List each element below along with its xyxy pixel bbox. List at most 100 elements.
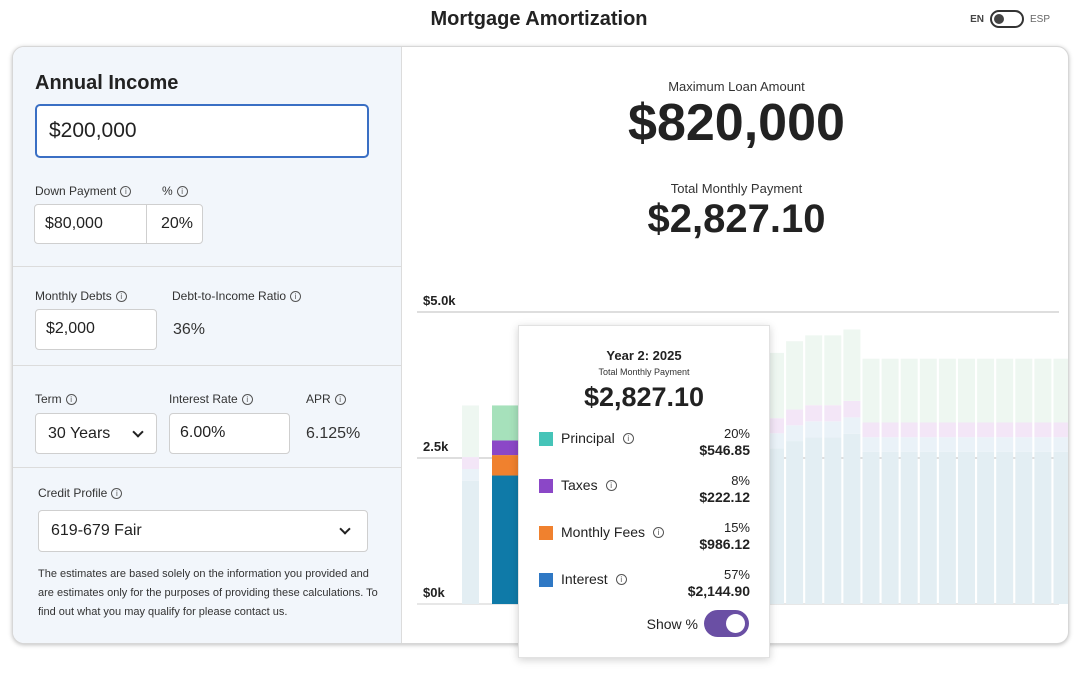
apr-label: APR i [306, 392, 346, 406]
info-icon[interactable]: i [115, 290, 127, 302]
faded-bar-segment [1034, 358, 1052, 423]
faded-bar-segment [958, 422, 975, 438]
taxes-pct: 8% [731, 473, 750, 488]
faded-bar-segment [881, 358, 899, 423]
language-switch-knob [993, 14, 1004, 24]
faded-bar-segment [919, 358, 937, 423]
credit-profile-select[interactable]: 619-679 Fair [38, 510, 368, 552]
divider [13, 266, 402, 267]
annual-income-title: Annual Income [35, 72, 179, 94]
monthly-debts-label-text: Monthly Debts [35, 289, 112, 303]
language-toggle[interactable]: EN ESP [970, 10, 1050, 28]
faded-bar-segment [900, 451, 918, 604]
credit-profile-label: Credit Profile i [38, 486, 123, 500]
info-icon[interactable]: i [605, 479, 617, 491]
term-label-text: Term [35, 392, 62, 406]
tooltip-row-taxes: Taxes i 8% $222.12 [539, 473, 750, 513]
faded-bar-segment [919, 437, 937, 452]
faded-bar-segment [938, 451, 956, 604]
interest-pct: 57% [723, 567, 750, 582]
down-payment-pct-label: % i [162, 184, 188, 198]
faded-bar-segment [996, 437, 1014, 452]
faded-bar-segment [900, 437, 918, 452]
interest-name: Interest [561, 571, 608, 587]
info-icon[interactable]: i [120, 185, 132, 197]
interest-rate-input[interactable]: 6.00% [169, 413, 290, 454]
faded-bar-segment [805, 421, 823, 438]
faded-bar-segment [462, 457, 479, 469]
faded-bar-segment [900, 422, 918, 438]
faded-bar-segment [767, 352, 784, 419]
monthly-fees-pct: 15% [723, 520, 750, 535]
tooltip-subtitle: Total Monthly Payment [598, 367, 690, 377]
info-icon[interactable]: i [111, 487, 123, 499]
show-percent-control[interactable]: Show % [647, 610, 749, 637]
faded-bar-segment [824, 405, 842, 422]
faded-bar-segment [786, 425, 804, 442]
info-icon[interactable]: i [622, 432, 634, 444]
principal-amount: $546.85 [699, 442, 750, 458]
term-select-value: 30 Years [48, 424, 111, 442]
page-title: Mortgage Amortization [430, 8, 648, 30]
dti-label: Debt-to-Income Ratio i [172, 289, 302, 303]
faded-bar-segment [862, 358, 880, 423]
faded-bar-segment [824, 421, 842, 438]
faded-bar-segment [767, 448, 784, 604]
tooltip-row-principal: Principal i 20% $546.85 [539, 426, 750, 466]
toggle-knob [726, 614, 745, 633]
info-icon[interactable]: i [653, 526, 665, 538]
chevron-down-icon [339, 523, 351, 535]
total-monthly-value: $2,827.10 [647, 197, 826, 241]
interest-rate-label: Interest Rate i [169, 392, 253, 406]
y-tick-label: $5.0k [423, 293, 456, 308]
faded-bar-segment [938, 437, 956, 452]
info-icon[interactable]: i [241, 393, 253, 405]
info-icon[interactable]: i [334, 393, 346, 405]
faded-bar-segment [1053, 451, 1068, 604]
term-label: Term i [35, 392, 77, 406]
principal-swatch [539, 432, 553, 446]
info-icon[interactable]: i [176, 185, 188, 197]
down-payment-pct-input[interactable]: 20% [146, 204, 203, 244]
faded-bar-segment [919, 422, 937, 438]
faded-bar-segment [900, 358, 918, 423]
faded-bar-segment [1053, 437, 1068, 452]
faded-bar-segment [862, 451, 880, 604]
faded-bar-segment [958, 358, 975, 423]
max-loan-label: Maximum Loan Amount [668, 79, 805, 94]
info-icon[interactable]: i [615, 573, 627, 585]
down-payment-input[interactable]: $80,000 [34, 204, 147, 244]
faded-bar-segment [1053, 358, 1068, 423]
faded-bar-segment [1015, 451, 1033, 604]
faded-bar-segment [977, 451, 995, 604]
max-loan-value: $820,000 [628, 94, 845, 152]
monthly-debts-input[interactable]: $2,000 [35, 309, 157, 350]
faded-bar-segment [786, 441, 804, 604]
amortization-chart[interactable]: $0k2.5k$5.0k2435363738394041424344454647… [403, 252, 1069, 607]
faded-bar-segment [462, 468, 479, 481]
faded-bar-segment [996, 422, 1014, 438]
faded-bar-segment [843, 433, 861, 604]
faded-bar-segment [824, 335, 842, 406]
annual-income-input[interactable]: $200,000 [35, 104, 369, 158]
term-select[interactable]: 30 Years [35, 413, 157, 454]
faded-bar-segment [805, 405, 823, 422]
language-switch[interactable] [989, 10, 1024, 28]
down-payment-pct-label-text: % [162, 184, 173, 198]
faded-bar-segment [843, 417, 861, 434]
info-icon[interactable]: i [290, 290, 302, 302]
faded-bar-segment [977, 358, 995, 423]
faded-bar-segment [1015, 422, 1033, 438]
faded-bar-segment [1053, 422, 1068, 438]
show-percent-toggle[interactable] [704, 610, 749, 637]
interest-amount: $2,144.90 [687, 583, 750, 599]
monthly-fees-amount: $986.12 [699, 536, 750, 552]
taxes-name: Taxes [561, 477, 598, 493]
tooltip-row-interest: Interest i 57% $2,144.90 [539, 567, 750, 607]
calculator-card: Annual Income $200,000 Down Payment i % … [12, 46, 1069, 644]
faded-bar-segment [881, 451, 899, 604]
info-icon[interactable]: i [65, 393, 77, 405]
faded-bar-segment [996, 451, 1014, 604]
faded-bar-segment [767, 433, 784, 449]
faded-bar-segment [958, 451, 975, 604]
